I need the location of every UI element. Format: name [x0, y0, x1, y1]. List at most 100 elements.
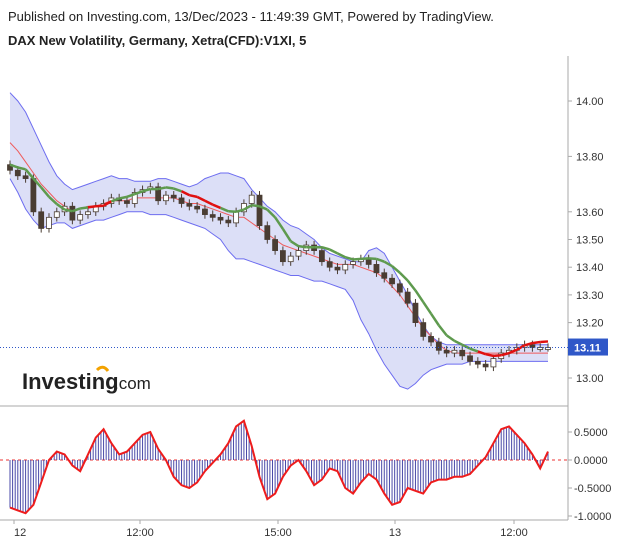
trend-line-bull	[290, 240, 300, 248]
candle	[334, 266, 341, 271]
logo-suffix: .com	[114, 374, 151, 393]
candle	[412, 302, 419, 323]
trend-line-bull	[422, 301, 433, 315]
trend-line-bull	[24, 168, 35, 180]
osc-y-tick-label: -1.0000	[574, 511, 611, 523]
trend-line-bull	[17, 166, 26, 171]
candle	[373, 264, 380, 274]
trend-line-bull	[329, 248, 339, 255]
y-tick-label: 13.30	[576, 290, 604, 302]
trend-line-bull	[110, 197, 120, 203]
trend-line-bull	[165, 186, 174, 190]
candle	[131, 192, 138, 204]
y-tick-label: 13.40	[576, 262, 604, 274]
trend-line-bull	[235, 208, 245, 214]
candle	[435, 341, 442, 351]
trend-line-bear	[540, 340, 549, 344]
candle	[287, 255, 294, 263]
trend-line-bull	[48, 195, 58, 205]
trend-line-bull	[469, 347, 479, 353]
logo-brand: Investing	[22, 369, 119, 394]
candle	[217, 216, 224, 221]
trend-line-bull	[274, 216, 284, 230]
y-tick-label: 13.50	[576, 235, 604, 247]
trend-line-bear	[485, 352, 494, 358]
candle	[225, 219, 232, 224]
x-tick-label: 13	[389, 527, 401, 539]
candle	[209, 214, 216, 218]
candle	[350, 261, 356, 265]
candle	[124, 200, 130, 204]
oscillator-line	[9, 419, 549, 515]
candle	[38, 211, 45, 229]
candle	[186, 203, 193, 207]
trend-line-bull	[64, 208, 73, 213]
y-tick-label: 13.60	[576, 207, 604, 219]
axes: 14.00 13.80 13.60 13.50 13.40 13.30 13.20 13.00…	[13, 96, 611, 539]
trend-line-bull	[414, 289, 425, 303]
trend-line-bull	[126, 192, 136, 199]
trend-line-bull	[142, 187, 151, 193]
trend-line-bear	[102, 200, 112, 207]
candle	[248, 194, 255, 204]
candle	[318, 250, 325, 263]
candle	[53, 211, 60, 218]
trend-line-bull	[251, 203, 260, 208]
last-price-tag	[568, 338, 608, 356]
trend-line-bull	[360, 257, 369, 261]
trend-line-bull	[40, 186, 50, 198]
candle	[389, 277, 395, 285]
trend-line-bull	[344, 256, 354, 261]
trend-line-bull	[220, 206, 229, 213]
candle	[295, 250, 302, 257]
trend-line-bear	[180, 190, 190, 197]
trend-line-bull	[298, 244, 307, 249]
candle	[194, 205, 201, 210]
candle	[474, 360, 481, 365]
candle	[202, 208, 208, 215]
candle	[14, 169, 21, 177]
last-price-label: 13.11	[574, 343, 601, 355]
candle	[163, 194, 169, 202]
candle	[30, 178, 37, 213]
trend-line-bull	[430, 313, 440, 327]
x-tick-label: 15:00	[264, 527, 292, 539]
trend-line-bull	[437, 324, 448, 337]
trend-line-bull	[32, 177, 43, 189]
x-tick-label: 12:00	[500, 527, 528, 539]
x-tick-label: 12	[14, 527, 26, 539]
trend-line-bull	[79, 206, 89, 210]
trend-line-bear	[189, 193, 198, 199]
trend-line-bear	[196, 195, 206, 202]
trend-line-bear	[532, 340, 541, 345]
price-pane: 13.11	[0, 92, 608, 390]
candle	[77, 214, 84, 221]
trend-line-bear	[516, 344, 526, 351]
trend-line-bull	[321, 246, 331, 251]
candle	[381, 272, 388, 279]
upper-band-line	[9, 92, 548, 346]
candle	[46, 216, 52, 229]
candle	[170, 194, 177, 199]
candle	[272, 239, 279, 251]
candle	[326, 261, 333, 268]
candle	[428, 336, 434, 343]
candle	[85, 211, 91, 215]
candle	[451, 349, 458, 354]
candle	[155, 186, 162, 202]
y-tick-label: 14.00	[576, 96, 604, 108]
publisher-line: Published on Investing.com, 13/Dec/2023 …	[8, 9, 494, 24]
candle	[404, 291, 411, 304]
trend-line-bull	[376, 257, 385, 263]
candle	[545, 347, 551, 350]
trend-line-bull	[134, 190, 143, 196]
candle	[279, 250, 286, 263]
trend-line-bear	[477, 350, 487, 356]
x-tick-label: 12:00	[126, 527, 154, 539]
osc-y-tick-label: 0.0000	[574, 455, 608, 467]
trend-line-bull	[228, 209, 237, 214]
candle	[529, 344, 536, 348]
trend-line-bull	[266, 208, 276, 219]
